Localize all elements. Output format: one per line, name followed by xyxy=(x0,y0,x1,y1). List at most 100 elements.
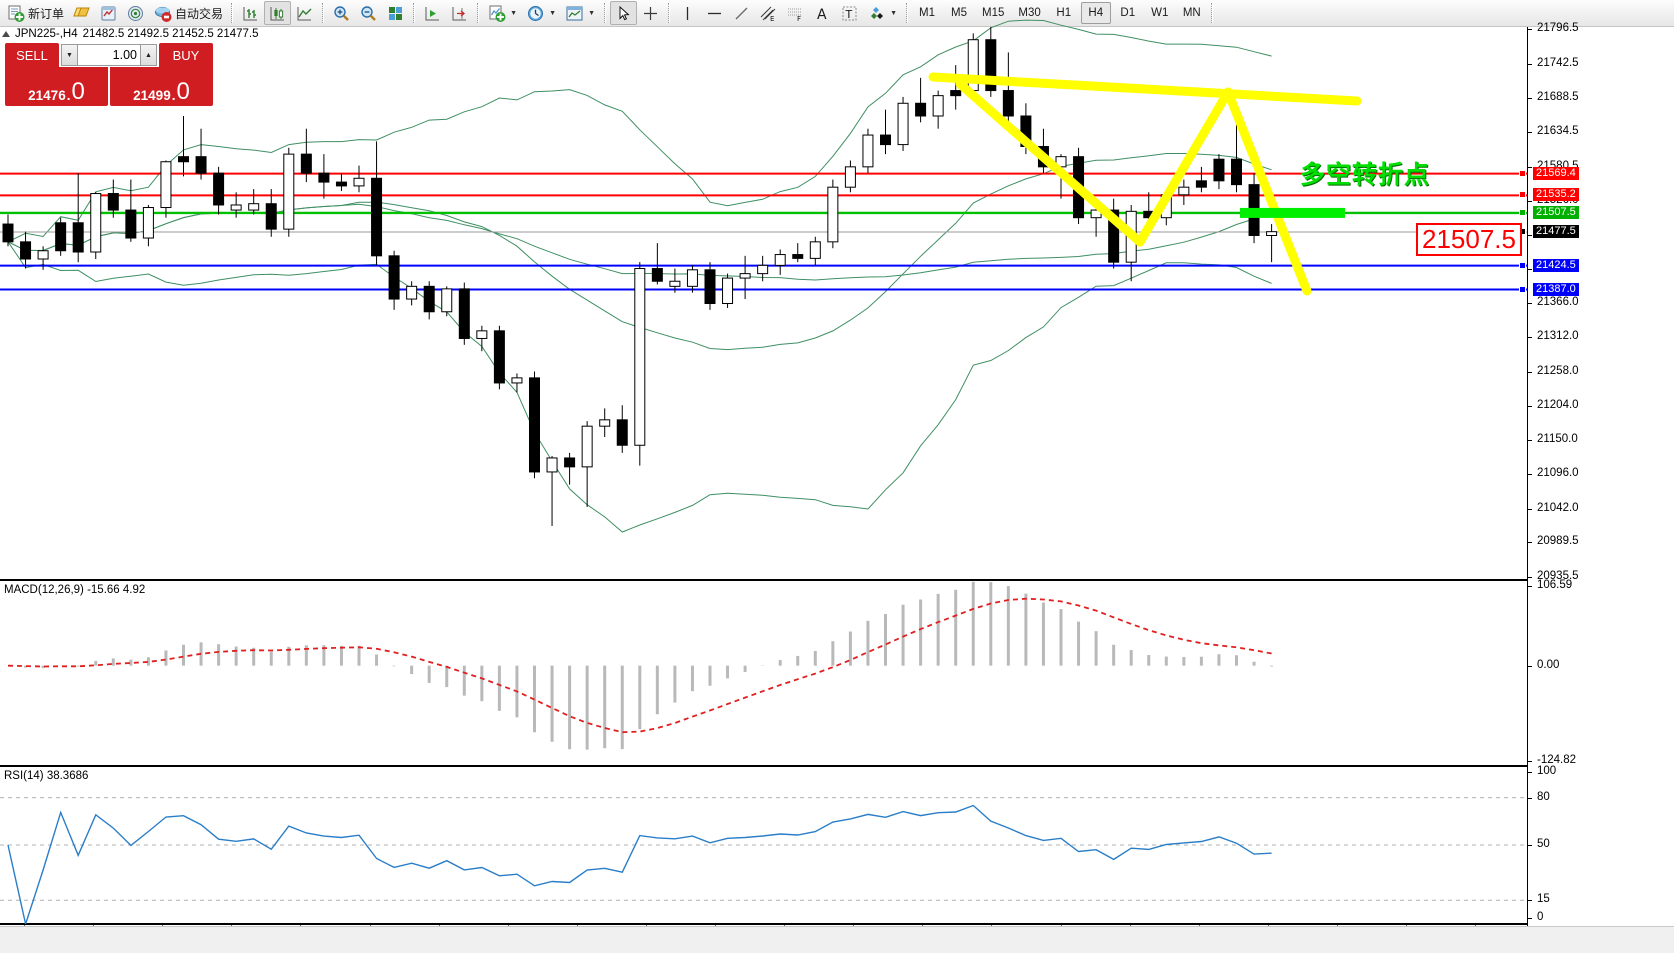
equidistant-channel-button[interactable]: E xyxy=(755,1,782,25)
svg-text:F: F xyxy=(797,15,801,23)
timeframe-h4[interactable]: H4 xyxy=(1080,2,1111,24)
timeframe-h1[interactable]: H1 xyxy=(1056,7,1072,19)
symbol-label: JPN225-,H4 xyxy=(15,28,78,40)
horizontal-line-icon xyxy=(705,4,724,23)
tile-windows-button[interactable] xyxy=(382,1,409,25)
sell-price-sep: . xyxy=(66,88,71,103)
price-tick-label: 21042.0 xyxy=(1537,501,1579,514)
axis-tick xyxy=(1528,63,1532,65)
timeframe-m1[interactable]: M1 xyxy=(919,7,936,19)
volume-decrement-icon[interactable]: ▼ xyxy=(62,45,78,65)
price-tag-21507-5-handle[interactable] xyxy=(1519,208,1526,216)
chinese-annotation-text: 多空转折点 xyxy=(1300,161,1431,189)
price-tag-21569-4[interactable]: 21569.4 xyxy=(1533,166,1579,180)
sell-price-display[interactable]: 21476 . 0 xyxy=(5,67,108,106)
price-tag-21477-5[interactable]: 21477.5 xyxy=(1533,224,1579,238)
price-tag-21424-5[interactable]: 21424.5 xyxy=(1533,258,1579,272)
price-tag-21535-2[interactable]: 21535.2 xyxy=(1533,188,1579,202)
trendline-button[interactable] xyxy=(728,1,755,25)
timeframe-m15[interactable]: M15 xyxy=(982,7,1005,19)
cursor-button[interactable] xyxy=(610,1,638,25)
chevron-down-icon[interactable]: ▼ xyxy=(510,9,517,17)
axis-tick xyxy=(1528,542,1532,544)
candlestick-chart-button[interactable] xyxy=(264,1,292,25)
volume-stepper[interactable]: ▼ 1.00 ▲ xyxy=(61,44,157,66)
new-order-button[interactable]: 新订单 xyxy=(2,1,68,25)
zoom-out-button[interactable] xyxy=(355,1,382,25)
sell-button[interactable]: SELL xyxy=(5,43,59,67)
price-scale[interactable]: 21796.521742.521688.521634.521580.521526… xyxy=(1519,22,1674,953)
price-tag-21535-2-handle[interactable] xyxy=(1519,191,1526,199)
axis-tick xyxy=(1528,405,1532,407)
price-callout-label: 21507.5 xyxy=(1416,223,1522,256)
new-order-label: 新订单 xyxy=(28,6,65,21)
price-tick-label: 21366.0 xyxy=(1537,295,1579,308)
trendline-icon xyxy=(732,4,751,23)
chevron-down-icon[interactable]: ▼ xyxy=(890,9,897,17)
price-pane[interactable] xyxy=(0,27,1527,580)
chart-shift-button[interactable] xyxy=(446,1,473,25)
sell-price-int: 21476 xyxy=(28,88,66,103)
templates-button[interactable]: ▼ xyxy=(561,1,600,25)
crosshair-button[interactable] xyxy=(637,1,664,25)
toolbar-separator xyxy=(413,3,416,23)
rsi-tick-label: 100 xyxy=(1537,765,1557,777)
channel-icon: E xyxy=(759,4,778,23)
bar-chart-button[interactable] xyxy=(237,1,264,25)
price-tick-label: 21096.0 xyxy=(1537,467,1579,480)
auto-scroll-button[interactable] xyxy=(419,1,446,25)
timeframe-mn[interactable]: MN xyxy=(1182,7,1201,19)
macd-indicator-label: MACD(12,26,9) -15.66 4.92 xyxy=(4,584,146,596)
timeframe-m30[interactable]: M30 xyxy=(1018,7,1041,19)
volume-increment-icon[interactable]: ▲ xyxy=(140,45,156,65)
vertical-line-button[interactable] xyxy=(674,1,701,25)
zoom-in-button[interactable] xyxy=(328,1,355,25)
price-tag-21424-5-handle[interactable] xyxy=(1519,261,1526,269)
collapse-triangle-icon[interactable] xyxy=(2,31,10,37)
horizontal-line-button[interactable] xyxy=(701,1,728,25)
timeframe-m5[interactable]: M5 xyxy=(951,7,968,19)
profiles-button[interactable] xyxy=(68,1,95,25)
one-click-trading-panel[interactable]: SELL ▼ 1.00 ▲ BUY 21476 . 0 21499 . 0 xyxy=(5,43,213,106)
autotrading-button[interactable]: 自动交易 xyxy=(149,1,227,25)
price-tag-21507-5[interactable]: 21507.5 xyxy=(1533,205,1579,219)
buy-button[interactable]: BUY xyxy=(159,43,213,67)
signals-button[interactable] xyxy=(122,1,149,25)
svg-text:E: E xyxy=(770,15,774,23)
text-label-button[interactable]: T xyxy=(836,1,863,25)
timeframe-w1[interactable]: W1 xyxy=(1151,7,1169,19)
text-button[interactable]: A xyxy=(809,1,836,25)
chevron-down-icon[interactable]: ▼ xyxy=(588,9,595,17)
chart-area[interactable]: JPN225-,H4 21482.5 21492.5 21452.5 21477… xyxy=(0,19,1674,953)
oct-top-row: SELL ▼ 1.00 ▲ BUY xyxy=(5,43,213,67)
axis-tick xyxy=(1528,845,1532,846)
buy-price-sep: . xyxy=(171,88,176,103)
rsi-indicator-label: RSI(14) 38.3686 xyxy=(4,770,89,782)
axis-tick xyxy=(1528,201,1532,203)
toolbar-separator xyxy=(604,3,607,23)
price-tag-21569-4-handle[interactable] xyxy=(1519,169,1526,177)
volume-value[interactable]: 1.00 xyxy=(78,45,140,65)
objects-button[interactable]: ▼ xyxy=(863,1,902,25)
periods-button[interactable]: ▼ xyxy=(522,1,561,25)
macd-tick-label: -124.82 xyxy=(1537,754,1577,766)
fibonacci-button[interactable]: F xyxy=(782,1,809,25)
market-watch-button[interactable] xyxy=(95,1,122,25)
axis-tick xyxy=(1528,337,1532,339)
indicators-button[interactable]: ▼ xyxy=(483,1,522,25)
line-chart-button[interactable] xyxy=(291,1,318,25)
price-tick-label: 21258.0 xyxy=(1537,364,1579,377)
price-tick-label: 21742.5 xyxy=(1537,56,1579,69)
axis-tick xyxy=(1528,97,1532,99)
chevron-down-icon[interactable]: ▼ xyxy=(549,9,556,17)
price-tag-21387-0[interactable]: 21387.0 xyxy=(1533,282,1579,296)
objects-icon xyxy=(867,4,886,23)
axis-tick xyxy=(1528,918,1532,919)
timeframe-d1[interactable]: D1 xyxy=(1120,7,1136,19)
vertical-line-icon xyxy=(678,4,697,23)
macd-pane[interactable] xyxy=(0,580,1527,766)
tile-windows-icon xyxy=(386,4,405,23)
buy-price-display[interactable]: 21499 . 0 xyxy=(110,67,213,106)
price-tag-21387-0-handle[interactable] xyxy=(1519,285,1526,293)
